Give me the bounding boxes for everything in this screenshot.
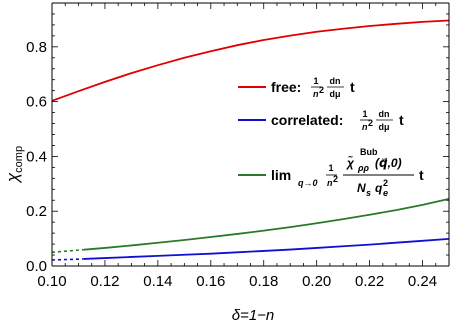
- svg-text:Bub: Bub: [360, 147, 378, 157]
- x-tick-label: 0.22: [355, 273, 384, 290]
- svg-text:s: s: [366, 188, 371, 198]
- series-lim-line: [83, 198, 450, 251]
- series-correlated-dashed: [51, 258, 84, 261]
- svg-text:e: e: [383, 188, 388, 198]
- svg-text:1: 1: [362, 109, 367, 119]
- y-axis-title-main: χ: [3, 172, 22, 184]
- svg-text:q: q: [375, 181, 383, 195]
- y-axis-title: χcomp: [3, 146, 25, 184]
- legend-entry-free: free: 1 n 2 dn dμ t: [238, 76, 355, 99]
- series-layer: [51, 19, 450, 261]
- svg-text:1: 1: [328, 163, 333, 173]
- legend-label-free: free:: [271, 79, 301, 95]
- series-correlated-line: [83, 237, 450, 260]
- y-tick-label: 0.4: [26, 148, 47, 165]
- svg-text:n: n: [313, 89, 319, 99]
- legend-entry-correlated: correlated: 1 n 2 dn dμ t: [238, 109, 404, 132]
- svg-text:n: n: [362, 122, 368, 132]
- svg-text:χcomp: χcomp: [3, 146, 25, 184]
- svg-text:n: n: [327, 178, 333, 188]
- y-tick-label: 0.2: [26, 203, 47, 220]
- svg-text:t: t: [350, 79, 355, 95]
- svg-text:ρρ: ρρ: [357, 163, 369, 173]
- svg-text:dμ: dμ: [329, 89, 340, 99]
- svg-text:1: 1: [313, 76, 318, 86]
- x-tick-label: 0.12: [90, 273, 119, 290]
- svg-text:(q⃗,0): (q⃗,0): [375, 156, 402, 170]
- svg-text:dn: dn: [330, 76, 341, 86]
- svg-text:χ̃: χ̃: [345, 155, 355, 170]
- svg-text:t: t: [399, 112, 404, 128]
- y-tick-label: 0.6: [26, 94, 47, 111]
- x-tick-label: 0.10: [37, 273, 66, 290]
- x-tick-label: 0.14: [143, 273, 172, 290]
- svg-text:2: 2: [383, 178, 388, 188]
- x-tick-label: 0.20: [302, 273, 331, 290]
- svg-text:2: 2: [333, 174, 338, 184]
- svg-text:2: 2: [368, 118, 373, 128]
- svg-text:dμ: dμ: [378, 122, 389, 132]
- axes: 0.10 0.12 0.14 0.16 0.18 0.20 0.22 0.24 0.0 0.2 0.…: [26, 2, 450, 290]
- series-lim-dashed: [51, 248, 84, 254]
- y-axis-title-sub: comp: [13, 146, 25, 173]
- svg-text:dn: dn: [379, 109, 390, 119]
- y-tick-label: 0.0: [26, 258, 47, 275]
- legend-label-correlated: correlated:: [271, 112, 343, 128]
- x-tick-label: 0.18: [249, 273, 278, 290]
- svg-text:2: 2: [319, 85, 324, 95]
- x-axis-title: δ=1−n: [232, 307, 275, 324]
- svg-text:t: t: [419, 167, 424, 183]
- svg-text:N: N: [357, 181, 366, 195]
- legend-entry-lim: lim q→0 1 n 2 χ̃ ρρ Bub (q⃗,0) N s q e 2…: [238, 147, 424, 198]
- legend-label-lim: lim: [271, 167, 291, 183]
- series-free-line: [51, 19, 450, 102]
- y-tick-label: 0.8: [26, 39, 47, 56]
- svg-text:q→0: q→0: [298, 178, 318, 188]
- x-tick-label: 0.24: [408, 273, 437, 290]
- x-tick-label: 0.16: [196, 273, 225, 290]
